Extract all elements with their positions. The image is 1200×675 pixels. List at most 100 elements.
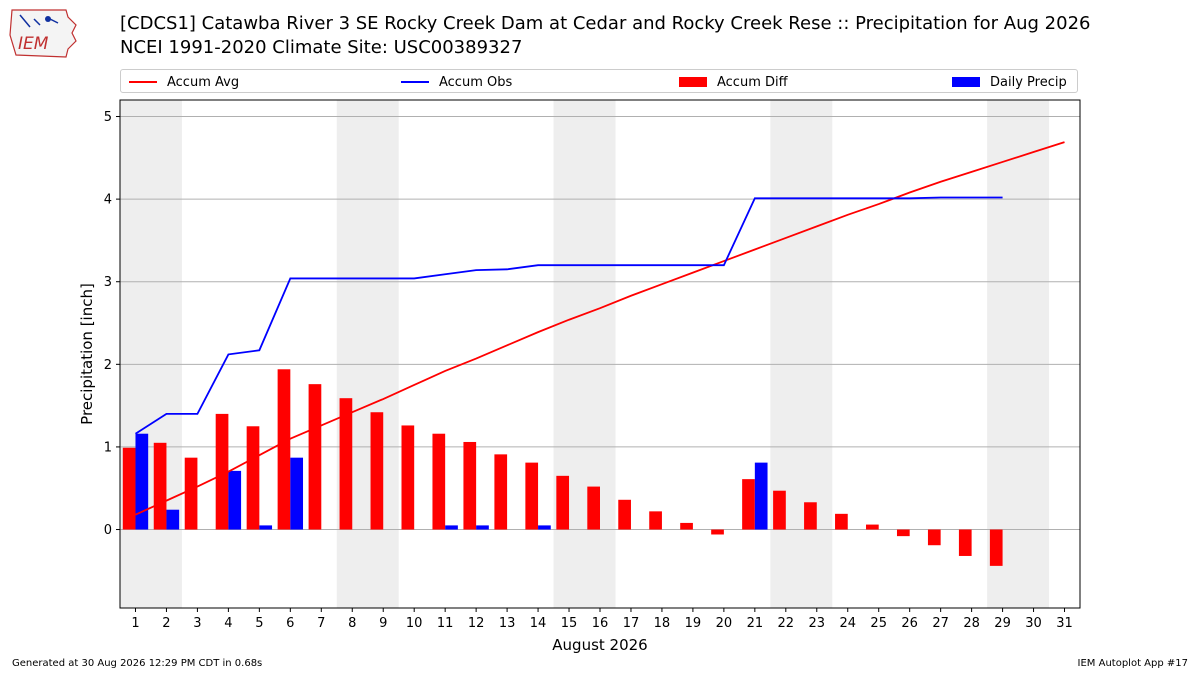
x-tick-label: 28 <box>963 616 980 631</box>
accum-diff-bar <box>153 442 167 530</box>
accum-diff-bar <box>556 475 570 530</box>
accum-diff-bar <box>494 454 508 530</box>
accum-diff-bar <box>308 384 322 530</box>
x-tick-label: 15 <box>561 616 578 631</box>
daily-precip-bar <box>135 433 149 530</box>
daily-precip-bar <box>445 525 458 530</box>
x-tick-label: 21 <box>747 616 764 631</box>
y-tick-label: 2 <box>104 358 112 373</box>
legend-swatch <box>952 77 980 87</box>
iem-logo: IEM <box>9 9 77 58</box>
accum-diff-bar <box>927 529 941 546</box>
sensor-icon <box>45 16 51 22</box>
x-tick-label: 4 <box>224 616 232 631</box>
accum-diff-bar <box>370 412 384 530</box>
x-tick-label: 25 <box>870 616 887 631</box>
accum-diff-bar <box>215 413 229 530</box>
legend-item-daily-precip: Daily Precip <box>952 73 1067 91</box>
bars <box>122 369 1003 566</box>
x-tick-label: 20 <box>716 616 733 631</box>
legend: Accum Avg Accum Obs Accum Diff Daily Pre… <box>120 69 1078 93</box>
x-tick-label: 2 <box>162 616 170 631</box>
x-tick-label: 11 <box>437 616 454 631</box>
x-tick-label: 14 <box>530 616 547 631</box>
x-tick-label: 12 <box>468 616 485 631</box>
daily-precip-bar <box>228 470 242 530</box>
x-tick-label: 30 <box>1025 616 1042 631</box>
x-tick-label: 26 <box>901 616 918 631</box>
daily-precip-bar <box>290 457 304 530</box>
x-tick-label: 22 <box>778 616 795 631</box>
x-tick-label: 6 <box>286 616 294 631</box>
accum-diff-bar <box>711 529 724 535</box>
weekend-band <box>987 100 1050 608</box>
x-tick-label: 3 <box>193 616 201 631</box>
accum-diff-bar <box>618 499 631 530</box>
legend-label: Daily Precip <box>990 74 1067 90</box>
accum-diff-bar <box>463 441 477 530</box>
weekend-band <box>770 100 833 608</box>
x-tick-label: 10 <box>406 616 423 631</box>
x-tick-label: 18 <box>654 616 671 631</box>
accum-diff-bar <box>680 522 693 530</box>
x-tick-label: 27 <box>932 616 949 631</box>
weekend-band <box>120 100 182 608</box>
accum-diff-bar <box>184 457 198 530</box>
accum-diff-bar <box>742 479 755 530</box>
accum-diff-bar <box>122 447 136 530</box>
x-tick-label: 13 <box>499 616 516 631</box>
accum-diff-bar <box>958 529 972 556</box>
x-tick-label: 16 <box>592 616 609 631</box>
accum-diff-bar <box>866 524 879 530</box>
legend-label: Accum Avg <box>167 74 240 90</box>
footer-generated: Generated at 30 Aug 2026 12:29 PM CDT in… <box>12 658 263 669</box>
y-tick-label: 0 <box>104 523 112 538</box>
y-axis-label: Precipitation [inch] <box>78 283 96 425</box>
legend-item-accum-avg: Accum Avg <box>129 73 239 91</box>
legend-swatch <box>129 81 157 83</box>
weekend-band <box>553 100 616 608</box>
logo-text: IEM <box>18 34 49 54</box>
daily-precip-bar <box>538 525 551 530</box>
accum-diff-bar <box>804 502 817 530</box>
accum-diff-bar <box>587 486 600 530</box>
x-tick-label: 5 <box>255 616 263 631</box>
accum-diff-bar <box>339 398 353 530</box>
legend-swatch <box>401 81 429 83</box>
y-tick-label: 3 <box>104 275 112 290</box>
daily-precip-bar <box>476 525 489 530</box>
accum-diff-bar <box>277 369 291 530</box>
y-axis-ticks: 0 1 2 3 4 5 <box>104 110 120 538</box>
daily-precip-bar <box>259 525 273 530</box>
chart-title: [CDCS1] Catawba River 3 SE Rocky Creek D… <box>120 13 1091 34</box>
x-tick-label: 17 <box>623 616 640 631</box>
daily-precip-bar <box>166 509 180 530</box>
accum-obs-line <box>134 196 1003 435</box>
x-tick-label: 24 <box>839 616 856 631</box>
accum-diff-bar <box>989 529 1003 566</box>
y-tick-label: 1 <box>104 440 112 455</box>
accum-avg-line <box>135 141 1065 516</box>
x-tick-label: 9 <box>379 616 387 631</box>
footer-app: IEM Autoplot App #17 <box>1077 658 1188 669</box>
accum-diff-bar <box>896 529 910 537</box>
legend-label: Accum Obs <box>439 74 513 90</box>
accum-diff-bar <box>835 513 848 530</box>
x-tick-label: 29 <box>994 616 1011 631</box>
chart-subtitle: NCEI 1991-2020 Climate Site: USC00389327 <box>120 37 523 58</box>
legend-swatch <box>679 77 707 87</box>
accum-diff-bar <box>649 511 662 530</box>
daily-precip-bar <box>754 462 768 530</box>
x-axis-ticks: 1 2 3 4 5 6 7 8 9 10 11 12 13 14 15 16 17 18 19 20 21 22 23 24 2… <box>131 608 1073 631</box>
accum-diff-bar <box>432 433 446 530</box>
x-tick-label: 1 <box>131 616 139 631</box>
accum-diff-bar <box>246 426 260 530</box>
x-tick-label: 23 <box>809 616 826 631</box>
accum-diff-bar <box>401 425 415 530</box>
x-tick-label: 19 <box>685 616 702 631</box>
accum-diff-bar <box>773 490 786 530</box>
lines <box>134 141 1065 516</box>
x-tick-label: 31 <box>1056 616 1073 631</box>
y-tick-label: 4 <box>104 193 112 208</box>
